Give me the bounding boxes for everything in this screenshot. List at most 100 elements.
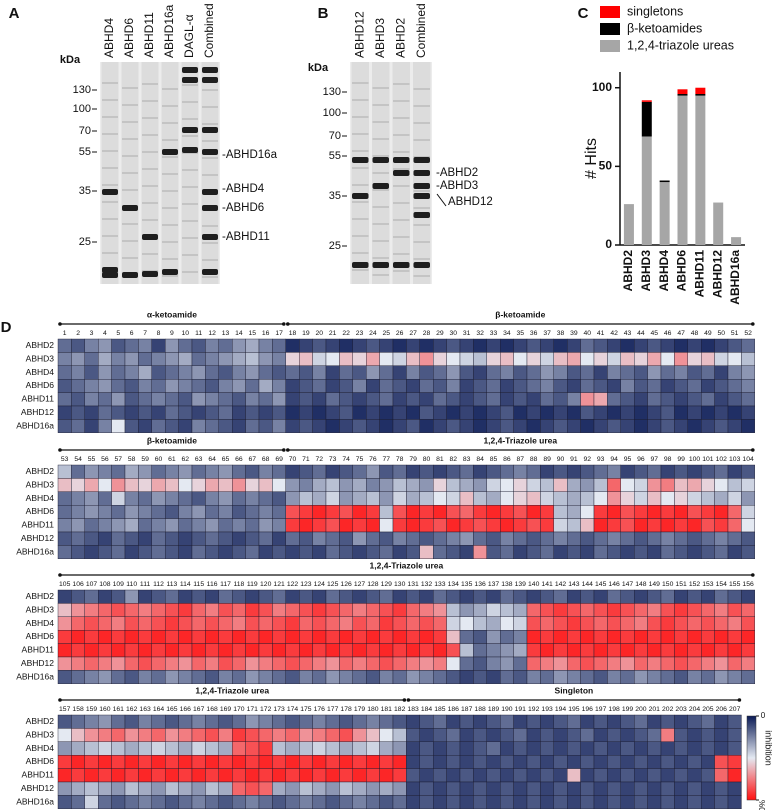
gel-faint-band <box>352 269 369 271</box>
gel-lane <box>141 62 159 284</box>
heatmap-cell <box>366 741 380 756</box>
heatmap-cell <box>459 714 474 729</box>
heatmap-cell <box>151 795 166 810</box>
heatmap-cell <box>97 352 112 366</box>
heatmap-cell <box>258 518 273 533</box>
heatmap-cell <box>111 419 126 433</box>
heatmap-cell <box>325 728 340 743</box>
heatmap-cell <box>620 419 635 433</box>
heatmap-cell <box>567 630 581 644</box>
column-label: 3 <box>90 330 94 337</box>
gel-faint-band <box>142 151 158 153</box>
heatmap-cell <box>138 768 152 783</box>
heatmap-cell <box>97 656 112 671</box>
heatmap-cell <box>299 379 313 393</box>
heatmap-cell <box>433 379 447 393</box>
heatmap-cell <box>339 379 353 393</box>
heatmap-cell <box>486 755 501 769</box>
heatmap-cell <box>191 728 206 743</box>
heatmap-cell <box>446 728 461 743</box>
heatmap-cell <box>111 670 126 685</box>
heatmap-cell <box>660 405 675 420</box>
heatmap-cell <box>84 670 99 685</box>
heatmap-cell <box>191 630 206 644</box>
heatmap-cell <box>231 505 246 519</box>
heatmap-cell <box>392 464 407 479</box>
heatmap-cell <box>84 505 99 519</box>
heatmap-cell <box>419 670 434 685</box>
heatmap-cell <box>446 643 461 658</box>
band-label: -ABHD6 <box>222 202 264 214</box>
heatmap-cell <box>540 603 555 618</box>
column-label: 135 <box>461 581 473 588</box>
heatmap-cell <box>473 464 487 479</box>
band-label: -ABHD11 <box>222 231 270 243</box>
heatmap-cell <box>647 616 662 631</box>
gel-faint-band <box>162 275 178 277</box>
heatmap-cell <box>607 365 622 380</box>
heatmap-cell <box>84 795 99 810</box>
heatmap-cell <box>540 419 555 433</box>
group-label: 1,2,4-Triazole urea <box>370 560 444 570</box>
heatmap-cell <box>272 589 286 604</box>
heatmap-cell <box>660 365 675 380</box>
heatmap-cell <box>406 768 420 783</box>
heatmap-cell <box>459 491 474 506</box>
row-label: ABHD12 <box>21 533 54 543</box>
gel-faint-band <box>413 241 430 243</box>
heatmap-cell <box>151 419 166 433</box>
heatmap-cell <box>526 741 541 756</box>
heatmap-cell <box>486 531 501 546</box>
heatmap-cell <box>312 781 327 796</box>
heatmap-cell <box>714 728 729 743</box>
heatmap-cell <box>392 643 407 658</box>
heatmap-cell <box>634 795 648 810</box>
heatmap-cell <box>392 518 407 533</box>
heatmap-cell <box>205 505 219 519</box>
heatmap-cell <box>513 365 528 380</box>
heatmap-cell <box>71 531 86 546</box>
heatmap-cell <box>258 338 273 353</box>
heatmap-cell <box>111 781 126 796</box>
column-label: 67 <box>249 456 257 463</box>
heatmap-cell <box>218 589 233 604</box>
heatmap-cell <box>741 531 756 546</box>
heatmap-cell <box>366 518 380 533</box>
column-label: 200 <box>635 706 647 713</box>
heatmap-cell <box>540 531 555 546</box>
marker-label: 55 <box>329 150 341 162</box>
heatmap-cell <box>580 365 595 380</box>
heatmap-cell <box>218 365 233 380</box>
heatmap-cell <box>647 643 662 658</box>
kda-label: kDa <box>60 54 81 66</box>
heatmap-cell <box>660 768 675 783</box>
column-label: 71 <box>302 456 310 463</box>
heatmap-cell <box>57 379 72 393</box>
heatmap-cell <box>513 603 528 618</box>
heatmap-cell <box>406 491 420 506</box>
column-label: 101 <box>702 456 714 463</box>
column-label: 191 <box>515 706 527 713</box>
heatmap-cell <box>191 616 206 631</box>
heatmap-cell <box>500 616 514 631</box>
heatmap-cell <box>366 755 380 769</box>
heatmap-cell <box>607 405 622 420</box>
gel-faint-band <box>162 241 178 243</box>
heatmap-cell <box>580 603 595 618</box>
bracket-end <box>282 322 286 326</box>
column-label: 53 <box>61 456 69 463</box>
heatmap-cell <box>540 643 555 658</box>
heatmap-cell <box>687 795 702 810</box>
heatmap-cell <box>258 670 273 685</box>
heatmap-cell <box>111 616 126 631</box>
heatmap-cell <box>701 379 715 393</box>
heatmap-cell <box>674 768 689 783</box>
heatmap-cell <box>714 795 729 810</box>
heatmap-cell <box>218 405 233 420</box>
gel-faint-band <box>122 240 138 242</box>
heatmap-cell <box>285 531 300 546</box>
heatmap-cell <box>71 768 86 783</box>
heatmap-cell <box>272 464 286 479</box>
heatmap-cell <box>164 656 179 671</box>
heatmap-cell <box>138 352 152 366</box>
